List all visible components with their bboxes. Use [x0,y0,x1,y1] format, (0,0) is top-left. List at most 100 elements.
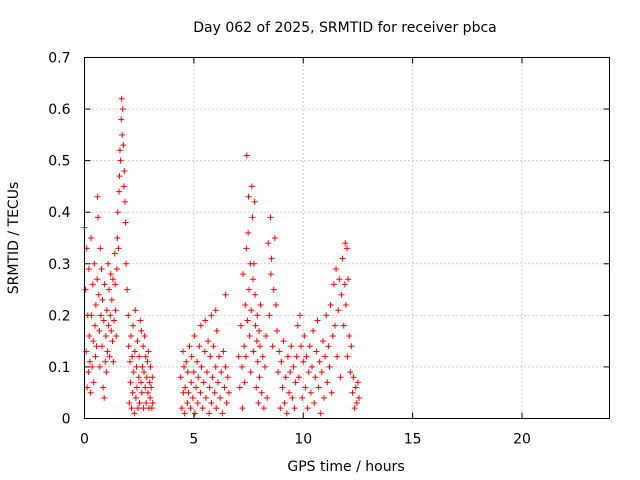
data-point [271,235,278,241]
data-point [183,358,190,365]
data-point [208,400,215,407]
data-point [96,363,103,370]
data-point [274,327,280,334]
data-point [134,338,141,345]
y-axis-label: SRMTID / TECUs [6,182,22,295]
data-point [111,317,118,324]
data-point [113,265,120,272]
data-point [100,317,107,324]
data-point [86,332,93,339]
data-point [85,265,92,272]
data-point [219,410,226,417]
data-point [291,405,298,412]
data-point [105,322,112,329]
data-point [267,271,274,278]
data-point [103,369,110,376]
data-point [122,219,129,226]
data-point [148,384,155,391]
data-point [98,265,105,272]
data-point [95,214,102,221]
x-tick-label: 10 [294,432,312,448]
data-point [118,116,125,123]
data-point [96,327,103,334]
x-tick-label: 0 [80,432,89,448]
data-point [142,353,149,360]
data-point [104,348,111,355]
data-point [197,389,204,396]
data-point [258,389,265,396]
data-point [303,353,310,360]
data-point [127,358,133,365]
data-point [348,343,355,350]
data-point [340,322,347,329]
data-point [92,353,99,360]
data-point [344,245,350,252]
y-tick-label: 0.7 [48,51,70,67]
data-point [290,363,297,370]
data-point [323,312,330,319]
data-point [143,400,150,407]
data-point [126,400,133,407]
data-point [187,405,194,412]
data-point [145,348,152,355]
x-tick-label: 15 [404,432,422,448]
data-point [351,405,358,412]
data-point [317,410,324,417]
plot-frame [84,57,610,419]
data-point [249,214,256,221]
data-point [245,193,252,200]
data-point [184,369,191,376]
data-point [102,332,109,339]
data-point [252,322,259,329]
data-point [107,312,114,319]
data-point [294,322,301,329]
data-point [298,343,305,350]
data-point [254,312,261,319]
data-point [142,384,149,391]
data-point [205,338,212,345]
data-point [295,374,302,381]
data-point [260,405,267,412]
data-point [120,183,127,190]
data-point [326,363,333,370]
data-point [218,369,225,376]
data-point [116,188,123,195]
data-point [117,157,124,164]
data-point [309,363,315,370]
data-point [222,363,229,370]
data-point [127,332,134,339]
data-point [206,410,213,417]
data-point [143,374,150,381]
data-point [90,338,97,345]
data-point [272,302,279,309]
data-point [254,358,261,365]
points-layer [81,95,363,417]
data-point [129,353,136,360]
data-point [204,369,210,376]
data-point [211,389,218,396]
data-point [310,327,317,334]
data-point [256,374,263,381]
data-point [102,358,109,365]
data-point [194,400,201,407]
data-point [182,384,189,391]
data-point [214,379,221,386]
data-point [119,131,126,138]
data-point [286,389,293,396]
data-point [103,307,110,314]
data-point [131,348,138,355]
data-point [235,353,242,360]
data-point [342,240,349,247]
data-point [312,374,319,381]
ticks-layer: 0 5 10 15 20 0 0.1 0.2 0.3 0.4 0.5 0.6 0.7 [48,51,610,448]
data-point [209,374,216,381]
data-point [188,353,195,360]
data-point [201,348,208,355]
data-point [301,332,308,339]
data-point [198,363,205,370]
data-point [339,255,346,262]
data-point [237,322,244,329]
data-point [106,353,113,360]
data-point [347,369,354,376]
data-point [259,353,266,360]
